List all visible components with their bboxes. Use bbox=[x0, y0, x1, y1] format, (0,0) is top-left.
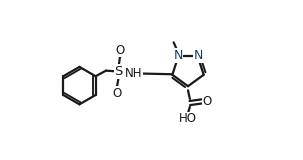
Text: O: O bbox=[115, 44, 125, 56]
Text: O: O bbox=[112, 87, 122, 100]
Text: NH: NH bbox=[125, 67, 142, 80]
Text: O: O bbox=[203, 95, 212, 108]
Text: N: N bbox=[194, 49, 203, 62]
Text: S: S bbox=[115, 65, 123, 78]
Text: HO: HO bbox=[179, 112, 197, 125]
Text: N: N bbox=[173, 49, 183, 62]
